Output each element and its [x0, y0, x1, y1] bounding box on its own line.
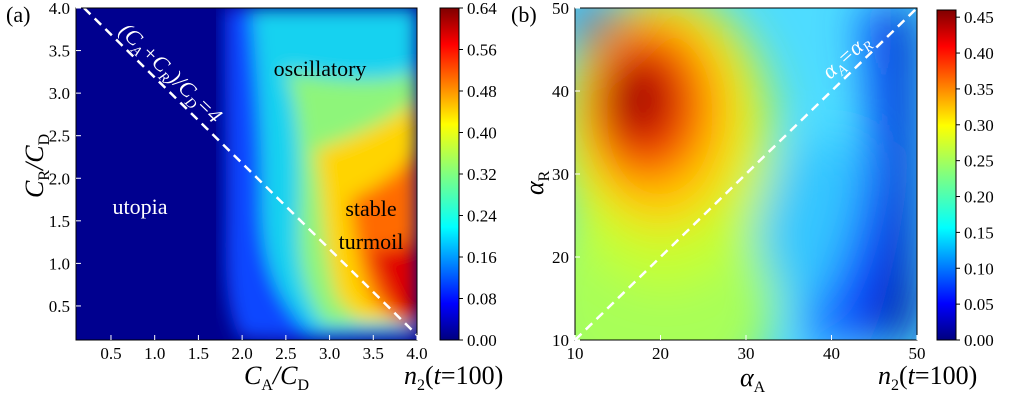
region-blue-b	[790, 8, 917, 340]
colorbar-tick-label: 0.30	[964, 116, 994, 135]
region-darkred-b	[620, 74, 656, 122]
colorbar-tick-label: 0.05	[964, 295, 994, 314]
dashed-line-b	[575, 8, 917, 340]
x-tick-label: 1.5	[188, 344, 209, 363]
x-tick-label: 3.5	[363, 344, 384, 363]
colorbar-tick-label: 0.10	[964, 259, 994, 278]
label-turmoil: turmoil	[339, 229, 404, 254]
utopia-core-a	[76, 8, 216, 340]
colorbar-tick-label: 0.48	[467, 82, 497, 101]
y-tick-label: 30	[552, 165, 569, 184]
x-tick-label: 2.5	[275, 344, 296, 363]
x-axis-label-b: αA	[740, 363, 766, 395]
colorbar-b-label: n2(t=100)	[878, 361, 977, 394]
x-tick-label: 2.0	[232, 344, 253, 363]
x-tick-label: 4.0	[406, 344, 427, 363]
colorbar-tick-label: 0.15	[964, 223, 994, 242]
plot-frame-a	[75, 7, 418, 341]
colorbar-tick-label: 0.56	[467, 41, 497, 60]
y-tick-label: 3.0	[49, 84, 70, 103]
label-oscillatory: oscillatory	[274, 56, 367, 81]
x-tick-label: 40	[823, 344, 840, 363]
panel-a-label: (a)	[6, 2, 30, 27]
colorbar-tick-label: 0.16	[467, 248, 497, 267]
region-red-a	[370, 240, 417, 330]
y-tick-label: 2.0	[49, 169, 70, 188]
region-topleft-b	[575, 8, 640, 60]
x-tick-label: 30	[738, 344, 755, 363]
y-axis-label-a: CR/CD	[20, 134, 53, 198]
axis-ticks-b: 10 20 30 40 50 10 20 30 40 50	[552, 0, 926, 363]
heatmap-b	[575, 8, 917, 340]
y-axis-label-b: αR	[520, 170, 553, 195]
colorbar-b	[936, 9, 957, 341]
heatmap-a	[76, 8, 417, 340]
y-tick-label: 20	[552, 248, 569, 267]
colorbar-b-ticks: 0.00 0.05 0.10 0.15 0.20 0.25 0.30 0.35 0.40 0.45	[956, 8, 994, 350]
x-tick-label: 10	[567, 344, 584, 363]
x-tick-label: 50	[909, 344, 926, 363]
colorbar-tick-label: 0.20	[964, 188, 994, 207]
axis-ticks-a: 0.5 1.0 1.5 2.0 2.5 3.0 3.5 4.0 0.5 1.0 1.5 2.0 2.5 3…	[49, 0, 428, 363]
dashed-line-a	[83, 8, 417, 336]
colorbar-a-label: n2(t=100)	[404, 361, 503, 394]
y-tick-label: 40	[552, 82, 569, 101]
colorbar-tick-label: 0.64	[467, 0, 497, 18]
colorbar-a-ticks: 0.00 0.08 0.16 0.24 0.32 0.40 0.48 0.56 0.64	[459, 0, 497, 350]
x-tick-label: 0.5	[100, 344, 121, 363]
x-axis-label-a: CA/CD	[244, 361, 309, 394]
colorbar-tick-label: 0.40	[467, 124, 497, 143]
label-utopia: utopia	[113, 194, 168, 219]
colorbar-tick-label: 0.40	[964, 44, 994, 63]
colorbar-tick-label: 0.35	[964, 80, 994, 99]
panel-b-label: (b)	[511, 2, 537, 27]
region-navy-b	[870, 8, 917, 340]
colorbar-tick-label: 0.00	[964, 331, 994, 350]
colorbar-tick-label: 0.45	[964, 8, 994, 27]
y-tick-label: 3.5	[49, 42, 70, 61]
colorbar-a	[439, 7, 460, 341]
y-tick-label: 10	[552, 331, 569, 350]
y-tick-label: 1.5	[49, 212, 70, 231]
y-tick-label: 50	[552, 0, 569, 18]
y-tick-label: 4.0	[49, 0, 70, 18]
x-tick-label: 20	[652, 344, 669, 363]
y-tick-label: 0.5	[49, 297, 70, 316]
colorbar-tick-label: 0.32	[467, 165, 497, 184]
x-tick-label: 3.0	[319, 344, 340, 363]
panel-a: (a) oscillatory utopia stable turmoil (C…	[6, 0, 503, 394]
colorbar-tick-label: 0.24	[467, 207, 497, 226]
x-tick-label: 1.0	[144, 344, 165, 363]
colorbar-tick-label: 0.00	[467, 331, 497, 350]
colorbar-tick-label: 0.25	[964, 152, 994, 171]
colorbar-tick-label: 0.08	[467, 290, 497, 309]
y-tick-label: 1.0	[49, 254, 70, 273]
y-tick-label: 2.5	[49, 127, 70, 146]
label-stable: stable	[345, 196, 396, 221]
